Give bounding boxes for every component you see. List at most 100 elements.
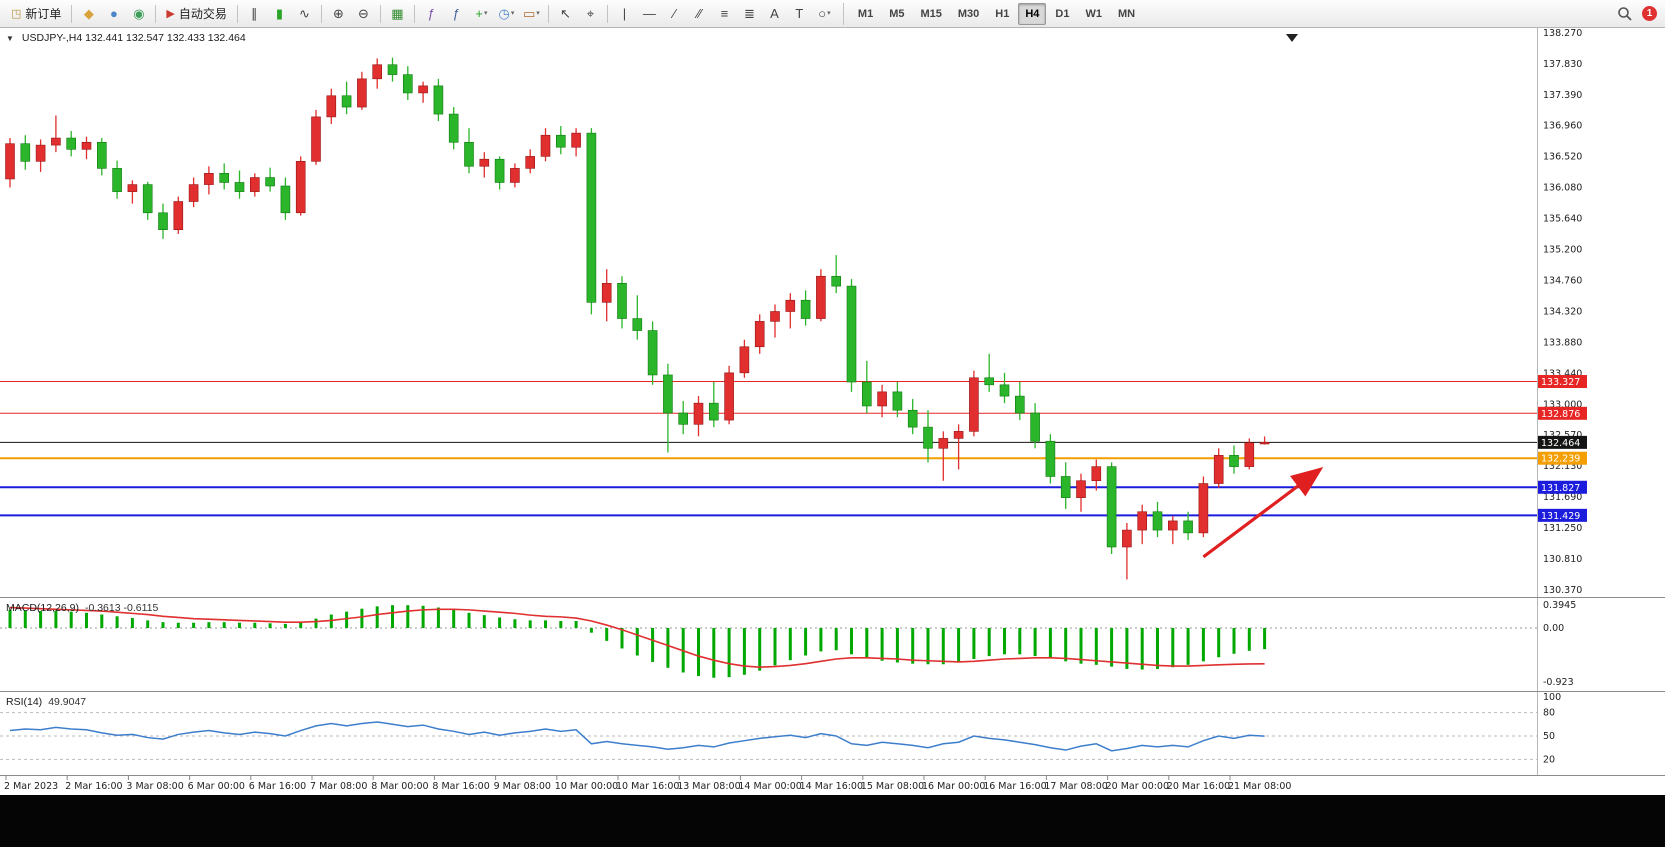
bars-chart-icon[interactable]: ∥ — [251, 6, 258, 21]
toolbar-buttons: ◳ 新订单 ◆ ● ◉ ▶ 自动交易 ∥ ▮ ∿ ⊕ ⊖ ▦ ƒ ƒ + ▾ ◷ ▾ ▭ ▾ ↖ ⌖ | — ∕ ∕∕ ≡ ≣ A T ○ ▾ — [5, 3, 837, 25]
svg-text:132.239: 132.239 — [1541, 454, 1580, 465]
timeframe-mn-button[interactable]: MN — [1117, 7, 1136, 20]
timeframe-m5-button[interactable]: M5 — [889, 7, 905, 20]
strategy-tester-icon[interactable]: ◉ — [133, 6, 145, 21]
indicators-icon[interactable]: ƒ — [427, 6, 436, 21]
shapes-icon[interactable]: ○ ▾ — [818, 6, 831, 21]
text-icon[interactable]: A — [770, 6, 779, 21]
toolbar-separator — [155, 4, 157, 23]
timeframe-m1-button[interactable]: M1 — [857, 7, 874, 20]
cursor-icon[interactable]: ↖ — [559, 6, 571, 21]
svg-text:2 Mar 2023: 2 Mar 2023 — [4, 781, 58, 792]
chart-shift-marker[interactable] — [1286, 34, 1298, 42]
new-order-button-icon: ◳ — [11, 8, 22, 20]
price-tag-132.464[interactable] — [1538, 435, 1587, 449]
toolbar-separator — [547, 4, 549, 23]
svg-text:21 Mar 08:00: 21 Mar 08:00 — [1228, 781, 1291, 792]
vertical-line-icon[interactable]: | — [622, 6, 627, 21]
price-tag-132.876[interactable] — [1538, 406, 1587, 420]
price-tags[interactable]: 133.327 132.876 132.464 132.239 131.827 131.4… — [1538, 375, 1587, 522]
svg-text:9 Mar 08:00: 9 Mar 08:00 — [494, 781, 551, 792]
svg-text:133.440: 133.440 — [1543, 369, 1582, 380]
new-order-button-label: 新订单 — [25, 7, 62, 21]
price-tag-133.327[interactable] — [1538, 375, 1587, 389]
svg-text:130.810: 130.810 — [1543, 554, 1582, 565]
dropdown-caret-icon: ▾ — [827, 10, 831, 17]
timeframe-toolbar: M1 M5 M15 M30 H1 H4 D1 W1 MN — [842, 2, 1143, 25]
svg-text:132.876: 132.876 — [1541, 409, 1580, 420]
horizontal-line-icon[interactable]: — — [642, 6, 656, 21]
timeframe-h1-button[interactable]: H1 — [995, 7, 1010, 20]
svg-text:6 Mar 00:00: 6 Mar 00:00 — [188, 781, 245, 792]
svg-text:133.880: 133.880 — [1543, 338, 1582, 349]
new-order-button[interactable]: ◳ 新订单 — [5, 3, 67, 25]
tile-windows-icon[interactable]: ▦ — [391, 6, 404, 21]
svg-text:136.960: 136.960 — [1543, 120, 1582, 131]
svg-text:132.464: 132.464 — [1541, 438, 1580, 449]
line-chart-icon[interactable]: ∿ — [298, 6, 310, 21]
add-indicator-icon[interactable]: + ▾ — [475, 6, 488, 21]
symbol-header: ▼ USDJPY-,H4 132.441 132.547 132.433 132… — [6, 32, 246, 44]
price-tag-131.827[interactable] — [1538, 480, 1587, 494]
price-level-lines[interactable] — [0, 381, 1537, 517]
autotrade-button-label: 自动交易 — [178, 7, 227, 21]
svg-text:50: 50 — [1543, 731, 1555, 742]
timeframe-w1-button[interactable]: W1 — [1085, 7, 1102, 20]
rsi-line — [9, 721, 1265, 752]
zoom-in-icon[interactable]: ⊕ — [332, 6, 344, 21]
svg-text:20 Mar 16:00: 20 Mar 16:00 — [1167, 781, 1230, 792]
symbol-dropdown-icon[interactable]: ▼ — [6, 33, 14, 43]
timeframe-m15-button[interactable]: M15 — [920, 7, 942, 20]
chart-canvas[interactable]: 138.270 137.830 137.390 136.960 136.520 136.0… — [0, 28, 1665, 795]
dropdown-caret-icon: ▾ — [536, 10, 540, 17]
timeframe-d1-button[interactable]: D1 — [1055, 7, 1070, 20]
rsi-title: RSI(14) — [6, 696, 43, 708]
macd-indicator-label: MACD(12,26,9) -0.3613 -0.6115 — [6, 602, 158, 614]
search-icon[interactable] — [1617, 6, 1633, 22]
bottom-strip — [0, 795, 1665, 847]
timeframe-m30-button[interactable]: M30 — [957, 7, 980, 20]
svg-text:8 Mar 16:00: 8 Mar 16:00 — [432, 781, 489, 792]
price-tag-131.429[interactable] — [1538, 508, 1587, 522]
svg-text:17 Mar 08:00: 17 Mar 08:00 — [1044, 781, 1107, 792]
toolbar: ◳ 新订单 ◆ ● ◉ ▶ 自动交易 ∥ ▮ ∿ ⊕ ⊖ ▦ ƒ ƒ + ▾ ◷ ▾ ▭ ▾ ↖ ⌖ | — ∕ ∕∕ ≡ ≣ A T ○ ▾ … — [0, 0, 1665, 28]
time-axis[interactable]: 2 Mar 2023 2 Mar 16:00 3 Mar 08:00 6 Mar 00… — [4, 775, 1291, 793]
label-icon[interactable]: T — [795, 6, 804, 21]
svg-text:0.3945: 0.3945 — [1543, 600, 1576, 611]
svg-text:131.250: 131.250 — [1543, 523, 1582, 534]
trend-arrow[interactable] — [1202, 467, 1324, 559]
svg-text:14 Mar 16:00: 14 Mar 16:00 — [800, 781, 863, 792]
trendline-icon[interactable]: ∕ — [673, 6, 676, 21]
toolbar-separator — [320, 4, 322, 23]
indicator-window-icon[interactable]: ƒ — [452, 6, 461, 21]
fibonacci-icon[interactable]: ≡ — [720, 6, 729, 21]
data-window-icon[interactable]: ● — [109, 6, 118, 21]
crosshair-icon[interactable]: ⌖ — [586, 6, 595, 21]
timeframe-h4-button[interactable]: H4 — [1018, 2, 1047, 25]
template-chart-icon[interactable]: ▭ ▾ — [523, 6, 540, 21]
macd-signal-line — [9, 606, 1265, 668]
macd-values: -0.3613 -0.6115 — [84, 602, 159, 614]
svg-text:130.370: 130.370 — [1543, 585, 1582, 596]
candles-chart-icon[interactable]: ▮ — [275, 6, 283, 21]
svg-text:2 Mar 16:00: 2 Mar 16:00 — [65, 781, 122, 792]
market-watch-icon[interactable]: ◆ — [83, 6, 94, 21]
objects-list-icon[interactable]: ≣ — [743, 6, 755, 21]
price-tag-132.239[interactable] — [1538, 451, 1587, 465]
svg-text:135.200: 135.200 — [1543, 244, 1582, 255]
timeframe-clock-icon[interactable]: ◷ ▾ — [498, 6, 515, 21]
svg-text:131.429: 131.429 — [1541, 511, 1580, 522]
svg-text:16 Mar 00:00: 16 Mar 00:00 — [922, 781, 985, 792]
price-axis[interactable]: 138.270 137.830 137.390 136.960 136.520 136.0… — [1543, 28, 1582, 765]
zoom-out-icon[interactable]: ⊖ — [357, 6, 369, 21]
macd-title: MACD(12,26,9) — [6, 602, 79, 614]
svg-text:7 Mar 08:00: 7 Mar 08:00 — [310, 781, 367, 792]
svg-text:6 Mar 16:00: 6 Mar 16:00 — [249, 781, 306, 792]
notification-badge[interactable]: 1 — [1642, 6, 1657, 21]
svg-text:20: 20 — [1543, 754, 1555, 765]
svg-text:10 Mar 16:00: 10 Mar 16:00 — [616, 781, 679, 792]
toolbar-separator — [71, 4, 73, 23]
channel-icon[interactable]: ∕∕ — [697, 6, 702, 21]
autotrade-button[interactable]: ▶ 自动交易 — [160, 3, 232, 25]
